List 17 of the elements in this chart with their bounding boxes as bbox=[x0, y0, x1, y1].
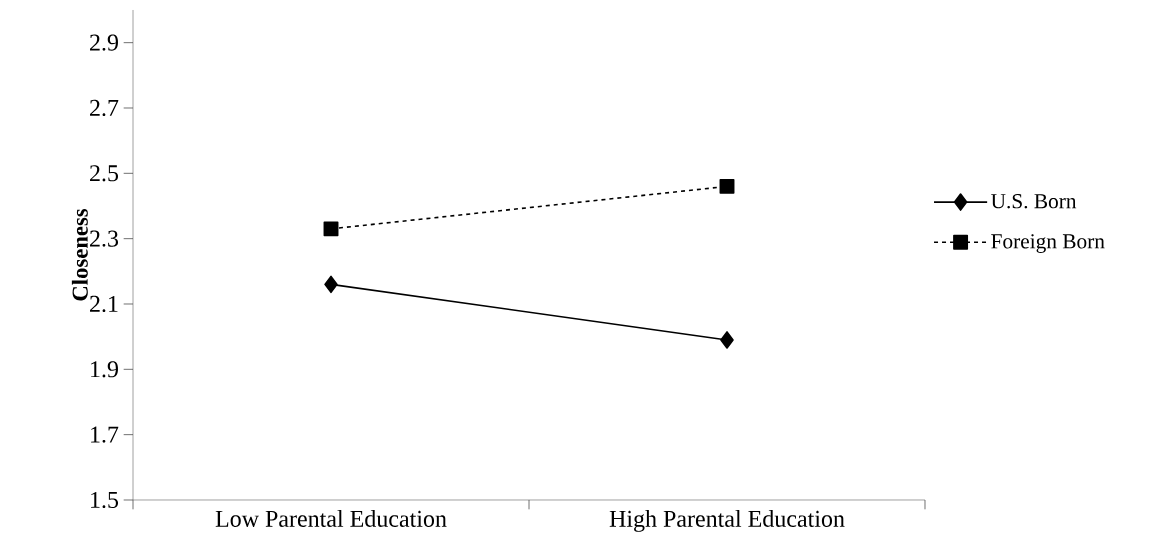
y-tick-label: 2.5 bbox=[90, 165, 119, 182]
y-tick-label: 2.3 bbox=[90, 230, 119, 247]
legend-label: U.S. Born bbox=[991, 194, 1077, 209]
legend-label: Foreign Born bbox=[991, 234, 1105, 253]
y-tick-label: 2.1 bbox=[90, 295, 118, 313]
y-tick-label: 1.9 bbox=[91, 361, 118, 378]
point bbox=[719, 178, 735, 194]
x-tick-label: Low Parental Education bbox=[215, 510, 447, 527]
point bbox=[720, 331, 734, 349]
y-tick-label: 2.7 bbox=[90, 99, 119, 117]
point bbox=[324, 275, 338, 294]
y-tick-label: 2.9 bbox=[90, 34, 118, 51]
point bbox=[323, 221, 339, 237]
y-tick-label: 1.5 bbox=[91, 491, 119, 509]
x-tick-label: High Parental Education bbox=[609, 510, 845, 532]
y-tick-label: 1.7 bbox=[91, 426, 119, 443]
y-axis-title: Closeness bbox=[71, 208, 88, 301]
